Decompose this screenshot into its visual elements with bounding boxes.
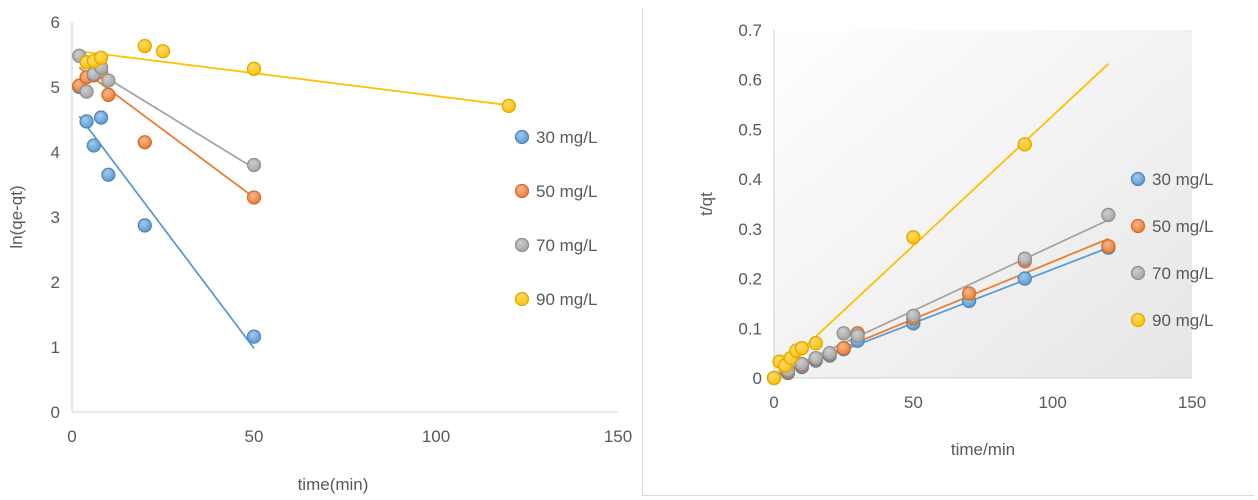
data-point-30 <box>86 138 101 153</box>
data-point-50 <box>1101 239 1116 254</box>
data-point-90 <box>766 370 782 386</box>
trendline-90 <box>79 50 509 107</box>
plot-area <box>774 30 1192 378</box>
data-point-70 <box>1101 207 1116 223</box>
data-point-70 <box>822 345 837 361</box>
x-tick-label: 100 <box>422 427 450 446</box>
legend-marker-30 <box>1130 171 1146 187</box>
chart-pseudo-first-order: 0 1 2 3 4 5 6 0 50 100 150 time(min) ln(qe-qt) 30 mg/… <box>7 13 632 494</box>
data-point-70 <box>808 350 823 366</box>
legend-label: 30 mg/L <box>536 128 597 147</box>
data-point-70 <box>906 308 921 324</box>
legend-marker-70 <box>514 237 530 253</box>
x-tick-label: 0 <box>67 427 76 446</box>
panel-bottom-border <box>642 495 1254 496</box>
y-tick-label: 0 <box>753 369 762 388</box>
legend-marker-30 <box>514 129 530 145</box>
data-point-70 <box>850 328 865 343</box>
data-point-70 <box>794 356 810 372</box>
data-point-90 <box>1017 137 1032 152</box>
data-point-90 <box>93 50 109 65</box>
data-point-50 <box>101 87 116 102</box>
y-tick-label: 2 <box>51 273 60 292</box>
data-point-90 <box>155 44 171 59</box>
data-point-90 <box>808 336 823 351</box>
legend-marker-70 <box>1130 265 1146 281</box>
data-point-90 <box>137 38 152 54</box>
data-point-90 <box>246 61 262 76</box>
legend-label: 50 mg/L <box>1152 217 1213 236</box>
panel-divider <box>642 8 643 496</box>
y-tick-label: 3 <box>51 208 60 227</box>
y-tick-label: 0.6 <box>738 71 762 90</box>
y-tick-label: 4 <box>51 143 60 162</box>
data-point-30 <box>1017 271 1032 286</box>
y-tick-label: 6 <box>51 13 60 32</box>
data-point-70 <box>246 157 262 173</box>
x-tick-label: 0 <box>769 393 778 412</box>
y-axis-title: t/qt <box>697 192 716 216</box>
legend-label: 50 mg/L <box>536 182 597 201</box>
y-tick-label: 0.7 <box>738 21 762 40</box>
data-point-90 <box>906 230 921 245</box>
legend-label: 70 mg/L <box>536 236 597 255</box>
x-tick-label: 100 <box>1038 393 1066 412</box>
data-point-70 <box>1017 251 1032 266</box>
legend-marker-90 <box>514 291 530 307</box>
y-tick-label: 0 <box>51 403 60 422</box>
x-axis-title: time/min <box>951 440 1015 459</box>
y-tick-label: 0.3 <box>738 220 762 239</box>
trendline-90 <box>773 63 1110 377</box>
data-point-70 <box>836 326 851 341</box>
y-tick-label: 5 <box>51 78 60 97</box>
y-tick-label: 0.1 <box>738 319 762 338</box>
data-point-30 <box>79 114 94 129</box>
data-point-90 <box>794 341 810 356</box>
trendline-30 <box>78 115 255 349</box>
data-point-70 <box>101 73 116 88</box>
y-tick-label: 0.2 <box>738 270 762 289</box>
legend-label: 90 mg/L <box>536 290 597 309</box>
data-point-50 <box>246 190 262 205</box>
data-point-30 <box>101 167 116 182</box>
y-tick-label: 1 <box>51 338 60 357</box>
y-axis-title: ln(qe-qt) <box>7 185 26 248</box>
data-point-90 <box>501 98 516 113</box>
data-point-50 <box>961 286 977 301</box>
data-point-50 <box>137 135 152 150</box>
legend-marker-50 <box>1130 218 1146 234</box>
legend-marker-90 <box>1130 312 1146 328</box>
x-axis-title: time(min) <box>298 475 369 494</box>
chart-pseudo-second-order: 0 0.1 0.2 0.3 0.4 0.5 0.6 0.7 0 50 100 150 time/min t… <box>697 21 1213 459</box>
data-point-70 <box>79 84 94 99</box>
legend-label: 70 mg/L <box>1152 264 1213 283</box>
y-tick-label: 0.4 <box>738 170 762 189</box>
data-point-30 <box>137 218 152 233</box>
data-point-30 <box>93 110 109 125</box>
data-point-30 <box>246 329 262 344</box>
legend-label: 90 mg/L <box>1152 311 1213 330</box>
x-tick-label: 150 <box>604 427 632 446</box>
legend-label: 30 mg/L <box>1152 170 1213 189</box>
data-point-50 <box>836 341 851 356</box>
y-tick-label: 0.5 <box>738 120 762 139</box>
x-tick-label: 50 <box>904 393 923 412</box>
legend-marker-50 <box>514 183 530 199</box>
x-tick-label: 50 <box>245 427 264 446</box>
x-tick-label: 150 <box>1178 393 1206 412</box>
